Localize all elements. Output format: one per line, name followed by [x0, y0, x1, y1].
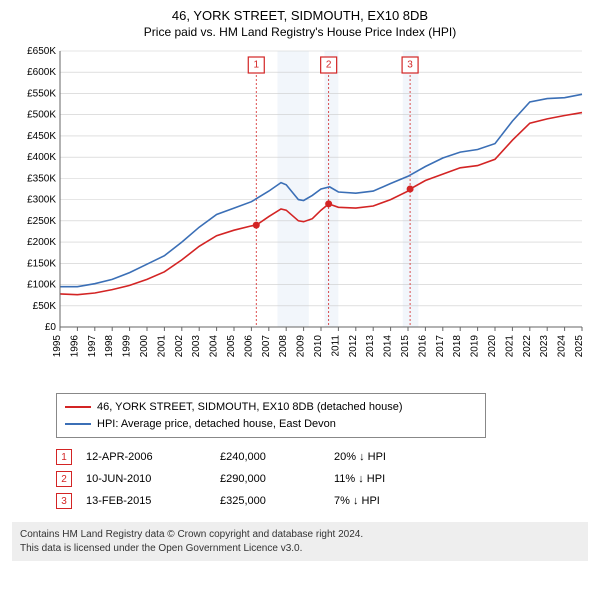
svg-text:2016: 2016	[417, 335, 428, 358]
svg-text:£250K: £250K	[27, 216, 56, 227]
chart-title: 46, YORK STREET, SIDMOUTH, EX10 8DB	[12, 8, 588, 23]
footer-line: This data is licensed under the Open Gov…	[20, 542, 580, 556]
svg-text:2025: 2025	[574, 335, 585, 358]
svg-text:2014: 2014	[383, 335, 394, 358]
sale-date: 13-FEB-2015	[86, 495, 206, 507]
svg-text:£300K: £300K	[27, 195, 56, 206]
price-chart: £0 £50K £100K £150K £200K £250K £300K £350K £400…	[12, 45, 588, 385]
sale-price: £325,000	[220, 495, 320, 507]
table-row: 1 12-APR-2006 £240,000 20% ↓ HPI	[56, 446, 566, 468]
svg-text:£550K: £550K	[27, 88, 56, 99]
svg-text:2007: 2007	[261, 335, 272, 358]
sales-table: 1 12-APR-2006 £240,000 20% ↓ HPI 2 10-JU…	[56, 446, 566, 512]
sale-diff: 11% ↓ HPI	[334, 473, 454, 485]
legend-swatch	[65, 423, 91, 425]
svg-text:2010: 2010	[313, 335, 324, 358]
svg-text:£350K: £350K	[27, 173, 56, 184]
svg-text:2005: 2005	[226, 335, 237, 358]
svg-text:2019: 2019	[470, 335, 481, 358]
svg-text:2021: 2021	[504, 335, 515, 358]
table-row: 3 13-FEB-2015 £325,000 7% ↓ HPI	[56, 490, 566, 512]
svg-text:1998: 1998	[104, 335, 115, 358]
svg-text:2002: 2002	[174, 335, 185, 358]
table-row: 2 10-JUN-2010 £290,000 11% ↓ HPI	[56, 468, 566, 490]
legend-item: 46, YORK STREET, SIDMOUTH, EX10 8DB (det…	[65, 399, 477, 416]
sale-diff: 7% ↓ HPI	[334, 495, 454, 507]
svg-text:1996: 1996	[69, 335, 80, 358]
svg-text:2012: 2012	[348, 335, 359, 358]
sale-date: 12-APR-2006	[86, 451, 206, 463]
svg-text:2000: 2000	[139, 335, 150, 358]
svg-text:£100K: £100K	[27, 280, 56, 291]
svg-text:1995: 1995	[52, 335, 63, 358]
sale-diff: 20% ↓ HPI	[334, 451, 454, 463]
svg-text:£600K: £600K	[27, 67, 56, 78]
sale-marker-icon: 3	[56, 493, 72, 509]
svg-text:1: 1	[253, 60, 259, 71]
svg-text:2015: 2015	[400, 335, 411, 358]
svg-text:£200K: £200K	[27, 237, 56, 248]
svg-text:2018: 2018	[452, 335, 463, 358]
svg-text:£150K: £150K	[27, 258, 56, 269]
sale-marker-icon: 1	[56, 449, 72, 465]
svg-text:2004: 2004	[209, 335, 220, 358]
chart-area: £0 £50K £100K £150K £200K £250K £300K £350K £400…	[12, 45, 588, 385]
legend-label: 46, YORK STREET, SIDMOUTH, EX10 8DB (det…	[97, 399, 402, 416]
svg-text:2: 2	[326, 60, 332, 71]
footer-attribution: Contains HM Land Registry data © Crown c…	[12, 522, 588, 561]
chart-title-block: 46, YORK STREET, SIDMOUTH, EX10 8DB Pric…	[12, 8, 588, 39]
svg-text:3: 3	[407, 60, 413, 71]
svg-text:£400K: £400K	[27, 152, 56, 163]
footer-line: Contains HM Land Registry data © Crown c…	[20, 528, 580, 542]
svg-text:2001: 2001	[156, 335, 167, 358]
svg-text:£500K: £500K	[27, 110, 56, 121]
svg-text:2023: 2023	[539, 335, 550, 358]
svg-text:2006: 2006	[243, 335, 254, 358]
legend-label: HPI: Average price, detached house, East…	[97, 416, 336, 433]
svg-text:2013: 2013	[365, 335, 376, 358]
svg-text:2024: 2024	[557, 335, 568, 358]
svg-text:£50K: £50K	[33, 301, 57, 312]
svg-text:2022: 2022	[522, 335, 533, 358]
svg-text:£450K: £450K	[27, 131, 56, 142]
svg-text:2009: 2009	[296, 335, 307, 358]
legend-item: HPI: Average price, detached house, East…	[65, 416, 477, 433]
sale-price: £290,000	[220, 473, 320, 485]
svg-text:2020: 2020	[487, 335, 498, 358]
svg-text:£0: £0	[45, 322, 57, 333]
sale-marker-icon: 2	[56, 471, 72, 487]
chart-subtitle: Price paid vs. HM Land Registry's House …	[12, 25, 588, 39]
svg-text:1997: 1997	[87, 335, 98, 358]
svg-text:2017: 2017	[435, 335, 446, 358]
sale-price: £240,000	[220, 451, 320, 463]
svg-text:£650K: £650K	[27, 46, 56, 57]
sale-date: 10-JUN-2010	[86, 473, 206, 485]
legend: 46, YORK STREET, SIDMOUTH, EX10 8DB (det…	[56, 393, 486, 438]
svg-text:2008: 2008	[278, 335, 289, 358]
svg-text:1999: 1999	[122, 335, 133, 358]
svg-text:2003: 2003	[191, 335, 202, 358]
legend-swatch	[65, 406, 91, 408]
svg-text:2011: 2011	[330, 335, 341, 357]
